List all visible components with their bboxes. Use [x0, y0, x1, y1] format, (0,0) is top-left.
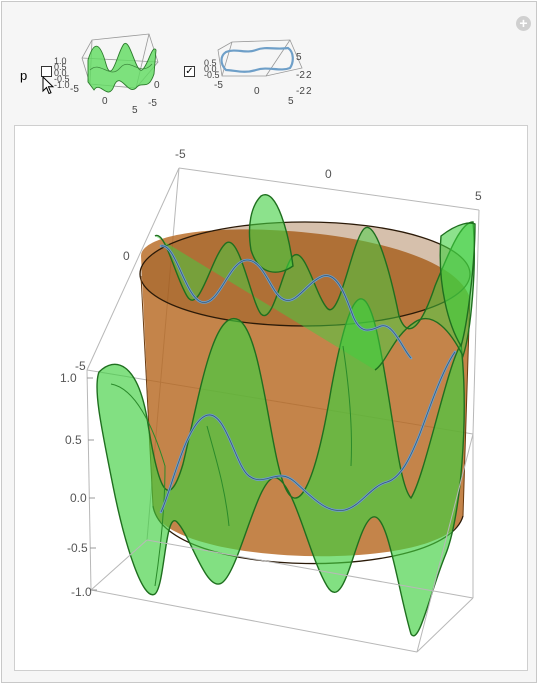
top-axis-tick-1: -5 — [175, 147, 186, 161]
thumb2-extra-tick-2: -2 — [296, 86, 305, 97]
mouse-cursor-icon — [42, 76, 55, 95]
left-axis-tick-2: -5 — [75, 359, 86, 373]
plot-canvas[interactable]: -5 0 5 0 -5 1.0 0.5 0.0 -0.5 -1.0 — [15, 126, 527, 670]
thumb2-z-tick-2: 0.0 — [204, 64, 217, 74]
thumb1-x-tick-2: 0 — [102, 96, 108, 107]
z-axis-tick-1: 1.0 — [60, 371, 77, 385]
thumb2-z-tick-3: -0.5 — [204, 70, 220, 80]
thumb2-y-tick-2: 2 — [306, 70, 312, 81]
main-3d-plot[interactable]: -5 0 5 0 -5 1.0 0.5 0.0 -0.5 -1.0 — [14, 125, 528, 671]
top-axis-tick-2: 0 — [325, 167, 332, 181]
thumb1-x-tick-1: -5 — [70, 84, 79, 95]
thumb2-x-tick-1: -5 — [214, 80, 223, 91]
thumb1-z-tick-5: -1.0 — [54, 80, 70, 90]
bounding-box — [90, 433, 474, 653]
thumb1-y-tick-2: 0 — [154, 80, 160, 91]
thumb1-z-tick-3: 0.0 — [54, 68, 67, 78]
thumb1-z-tick-1: 1.0 — [54, 56, 67, 66]
z-axis-tick-2: 0.5 — [65, 433, 82, 447]
thumbnail-curve-option[interactable]: 0.5 0.0 -0.5 5 2 2 -2 -2 -5 0 5 — [196, 36, 324, 108]
thumb2-y-tick-1: 5 — [296, 52, 302, 63]
thumb1-x-tick-3: 5 — [132, 105, 138, 116]
option-2-checkbox[interactable]: ✓ — [184, 66, 195, 77]
add-control-button[interactable]: + — [516, 16, 531, 31]
thumb2-z-tick-1: 0.5 — [204, 58, 217, 68]
thumb2-extra-tick-1: -2 — [296, 70, 305, 81]
top-axis-tick-3: 5 — [475, 189, 482, 203]
z-axis-tick-4: -0.5 — [67, 541, 88, 555]
option-1-checkbox[interactable] — [41, 66, 52, 77]
thumb1-z-tick-4: -0.5 — [54, 74, 70, 84]
z-axis-tick-5: -1.0 — [71, 585, 92, 599]
thumb1-y-tick-1: -5 — [148, 98, 157, 109]
thumb1-z-tick-2: 0.5 — [54, 62, 67, 72]
p-control-label: p — [20, 68, 28, 83]
thumb2-x-tick-2: 0 — [254, 86, 260, 97]
z-axis-tick-3: 0.0 — [70, 491, 87, 505]
thumb2-x-tick-3: 5 — [288, 96, 294, 107]
thumb2-y-tick-3: 2 — [306, 86, 312, 97]
thumbnail-surface-option[interactable]: 1.0 0.5 0.0 -0.5 -1.0 -5 0 5 -5 0 — [54, 30, 166, 116]
left-axis-tick-1: 0 — [123, 249, 130, 263]
